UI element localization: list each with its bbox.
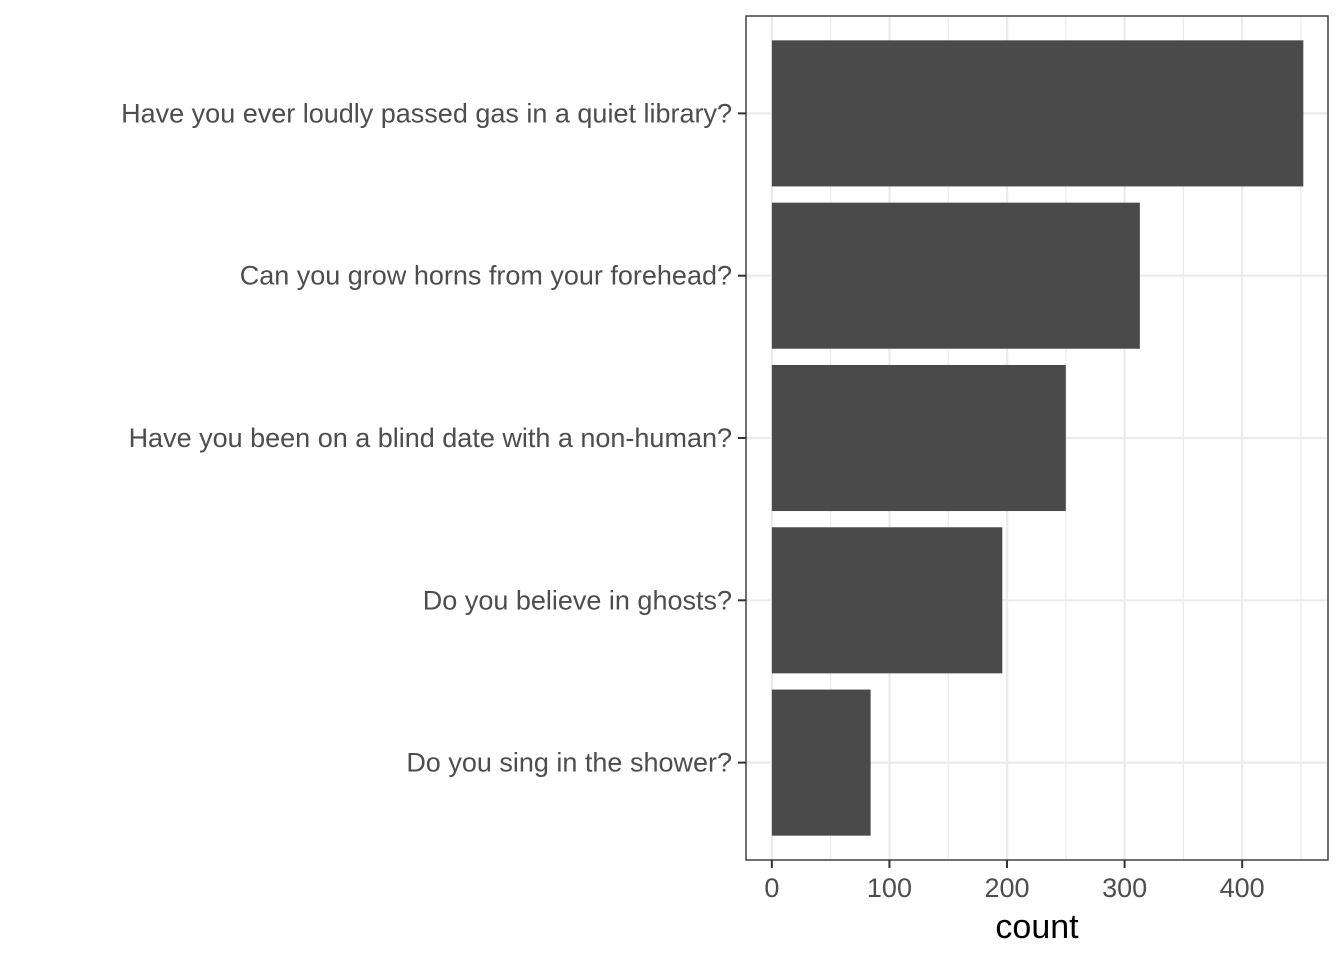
bars <box>771 40 1304 836</box>
y-tick-label: Have you ever loudly passed gas in a qui… <box>121 98 732 128</box>
y-tick-label: Do you believe in ghosts? <box>423 585 732 615</box>
bar <box>771 364 1066 512</box>
x-axis-title: count <box>995 908 1079 946</box>
x-tick-label: 200 <box>984 873 1029 903</box>
y-tick-label: Have you been on a blind date with a non… <box>129 423 732 453</box>
bar <box>771 40 1304 187</box>
y-axis: Do you sing in the shower? Do you believe… <box>121 98 746 778</box>
y-tick-label: Do you sing in the shower? <box>406 748 732 778</box>
x-tick-label: 300 <box>1102 873 1147 903</box>
x-tick-label: 0 <box>764 873 779 903</box>
x-tick-label: 400 <box>1220 873 1265 903</box>
bar <box>771 689 871 836</box>
x-axis: 0 100 200 300 400 <box>764 860 1265 903</box>
bar <box>771 202 1140 349</box>
y-tick-label: Can you grow horns from your forehead? <box>240 261 732 291</box>
bar <box>771 527 1003 674</box>
x-tick-label: 100 <box>867 873 912 903</box>
